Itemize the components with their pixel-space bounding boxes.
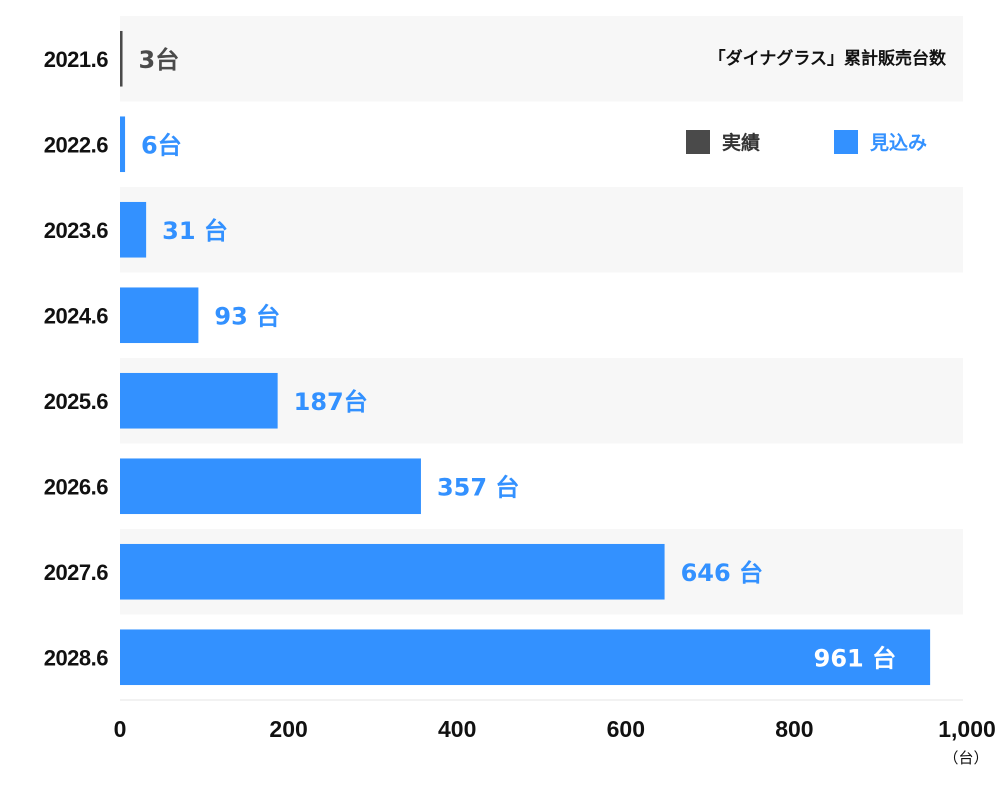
legend: 実績 見込み	[686, 130, 927, 154]
bar-2022.6	[120, 116, 126, 173]
value-label: 3台	[139, 46, 180, 74]
chart-title: 「ダイナグラス」累計販売台数	[709, 48, 947, 69]
bar-2026.6	[120, 458, 421, 515]
x-tick-label: 400	[438, 716, 476, 742]
category-label: 2024.6	[44, 303, 109, 328]
bar-2023.6	[120, 201, 147, 258]
value-label: 646 台	[681, 559, 763, 587]
value-label: 93 台	[214, 302, 280, 330]
legend-swatch-actual	[686, 130, 710, 154]
value-label: 31 台	[162, 217, 228, 245]
category-label: 2021.6	[44, 47, 109, 72]
value-label: 187台	[294, 388, 368, 416]
bars	[120, 30, 931, 686]
category-labels: 2021.6 2022.6 2023.6 2024.6 2025.6 2026.6 2027…	[44, 47, 109, 671]
row-bands	[120, 16, 963, 615]
value-label: 961 台	[814, 644, 896, 672]
value-labels: 3台 6台 31 台 93 台 187台 357 台 646 台 961 台	[139, 46, 897, 673]
bar-2024.6	[120, 287, 199, 344]
x-axis-ticks: 0 200 400 600 800 1,000	[114, 716, 996, 742]
x-tick-label: 600	[607, 716, 645, 742]
value-label: 357 台	[437, 473, 519, 501]
legend-label-forecast: 見込み	[870, 132, 927, 154]
bar-2025.6	[120, 372, 278, 429]
value-label: 6台	[141, 131, 182, 159]
category-label: 2023.6	[44, 218, 109, 243]
category-label: 2026.6	[44, 474, 109, 499]
category-label: 2027.6	[44, 560, 109, 585]
x-axis-unit: （台）	[943, 749, 988, 767]
bar-2027.6	[120, 543, 665, 600]
category-label: 2025.6	[44, 389, 109, 414]
row-band	[120, 187, 963, 273]
category-label: 2022.6	[44, 132, 109, 157]
x-tick-label: 1,000	[938, 716, 996, 742]
x-tick-label: 0	[114, 716, 127, 742]
category-label: 2028.6	[44, 645, 109, 670]
row-band	[120, 16, 963, 102]
bar-2021.6	[120, 30, 123, 87]
bar-2028.6	[120, 629, 931, 686]
x-tick-label: 200	[269, 716, 307, 742]
legend-label-actual: 実績	[722, 131, 760, 154]
legend-swatch-forecast	[834, 130, 858, 154]
x-tick-label: 800	[775, 716, 813, 742]
